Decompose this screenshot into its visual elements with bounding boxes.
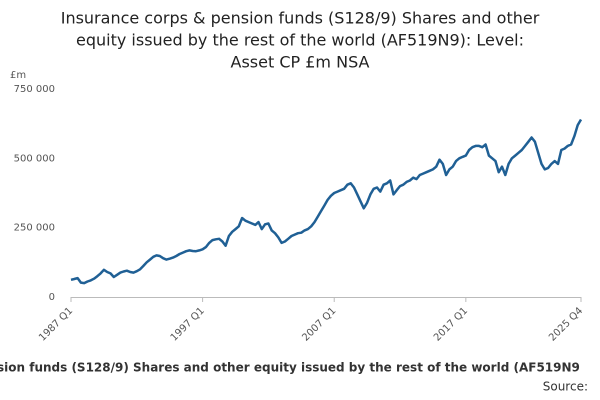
chart-title: Asset CP £m NSA (231, 53, 370, 72)
x-tick-label: 2017 Q1 (432, 305, 470, 343)
chart-title: equity issued by the rest of the world (… (76, 31, 524, 50)
x-tick-label: 2007 Q1 (300, 305, 338, 343)
series-line (70, 118, 583, 285)
caption: sion funds (S128/9) Shares and other equ… (0, 361, 580, 375)
x-tick-label: 2025 Q4 (547, 305, 585, 343)
x-tick-label: 1997 Q1 (169, 305, 207, 343)
y-unit: £m (10, 70, 26, 81)
x-tick-label: 1987 Q1 (37, 305, 75, 343)
y-tick-label: 250 000 (14, 223, 55, 234)
source: Source: (543, 380, 588, 394)
y-tick-label: 750 000 (14, 84, 55, 95)
chart-title: Insurance corps & pension funds (S128/9)… (61, 9, 540, 28)
y-tick-label: 0 (49, 292, 55, 303)
y-tick-label: 500 000 (14, 153, 55, 164)
